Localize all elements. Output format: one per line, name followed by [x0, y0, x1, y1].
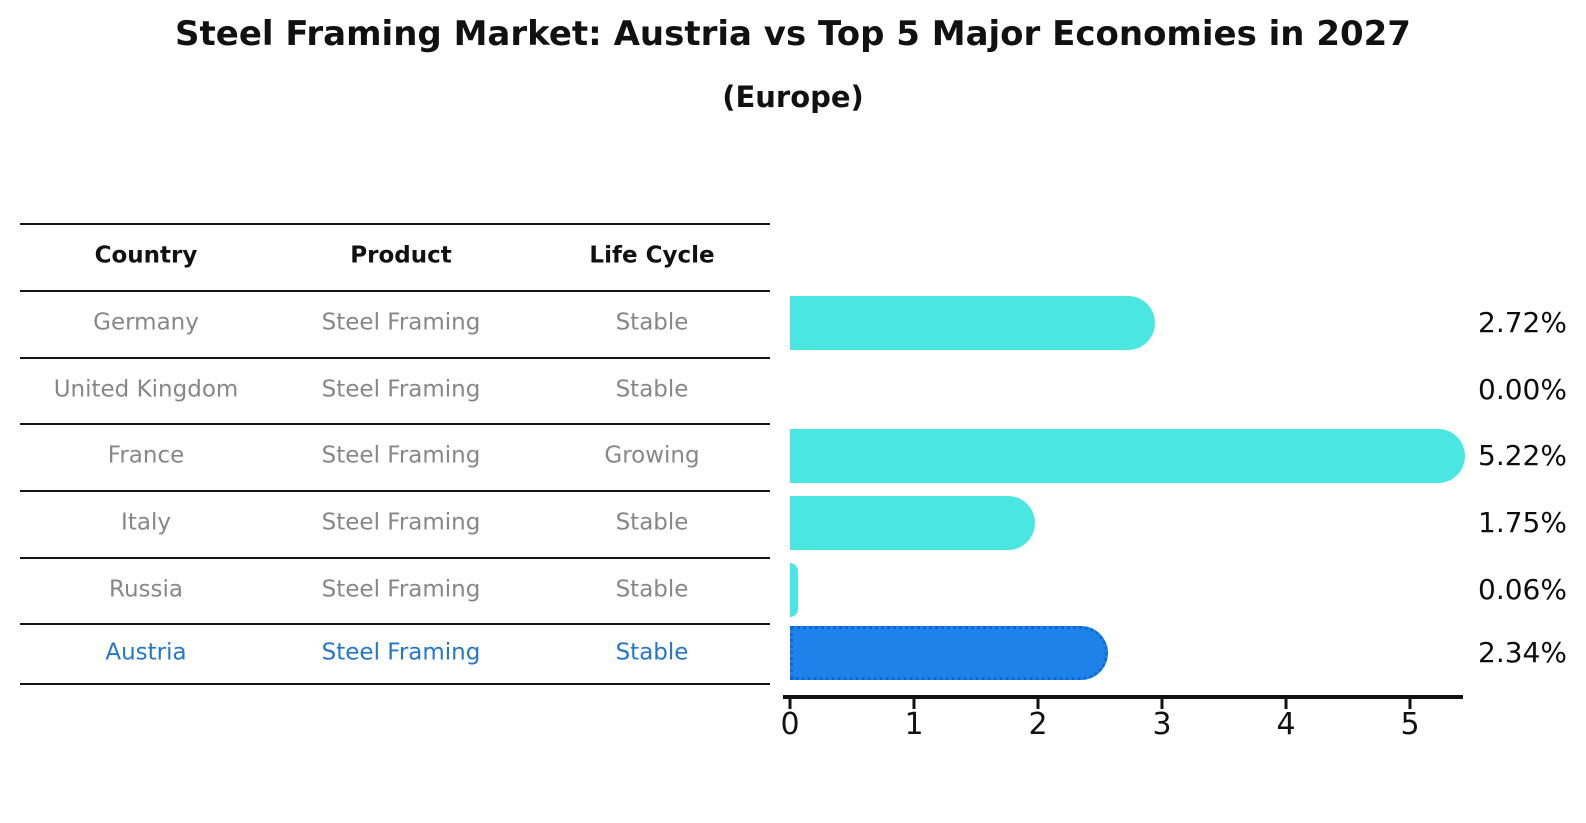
table-cell-product-united-kingdom: Steel Framing [321, 376, 481, 403]
table-cell-country-russia: Russia [109, 576, 183, 603]
table-cell-life-cycle-france: Growing [604, 442, 700, 469]
x-tick [1036, 699, 1040, 709]
table-cell-life-cycle-austria: Stable [615, 639, 689, 666]
value-label-france: 5.22% [1478, 439, 1567, 472]
x-tick-label: 2 [1028, 707, 1048, 742]
table-header-country: Country [94, 242, 198, 269]
table-cell-country-austria: Austria [105, 639, 187, 666]
table-divider [20, 223, 770, 225]
table-cell-life-cycle-germany: Stable [615, 309, 689, 336]
x-tick [1408, 699, 1412, 709]
table-divider [20, 683, 770, 685]
table-cell-country-united-kingdom: United Kingdom [53, 376, 239, 403]
value-label-italy: 1.75% [1478, 506, 1567, 539]
value-label-russia: 0.06% [1478, 573, 1567, 606]
x-tick [912, 699, 916, 709]
table-divider [20, 423, 770, 425]
table-cell-product-italy: Steel Framing [321, 509, 481, 536]
table-cell-life-cycle-russia: Stable [615, 576, 689, 603]
value-label-austria: 2.34% [1478, 636, 1567, 669]
table-divider [20, 290, 770, 292]
table-cell-country-france: France [107, 442, 185, 469]
table-header-product: Product [350, 242, 452, 269]
table-cell-country-germany: Germany [93, 309, 199, 336]
table-cell-life-cycle-united-kingdom: Stable [615, 376, 689, 403]
bar-france [790, 429, 1465, 483]
value-label-germany: 2.72% [1478, 306, 1567, 339]
table-divider [20, 557, 770, 559]
x-tick-label: 5 [1400, 707, 1420, 742]
x-tick [1284, 699, 1288, 709]
bar-italy [790, 496, 1035, 550]
x-tick-label: 0 [780, 707, 800, 742]
x-tick-label: 4 [1276, 707, 1296, 742]
table-cell-life-cycle-italy: Stable [615, 509, 689, 536]
bar-germany [790, 296, 1155, 350]
x-tick-label: 1 [904, 707, 924, 742]
table-divider [20, 623, 770, 625]
chart-subtitle: (Europe) [722, 80, 864, 114]
bar-austria [790, 626, 1108, 680]
x-tick [788, 699, 792, 709]
table-cell-product-russia: Steel Framing [321, 576, 481, 603]
table-cell-product-france: Steel Framing [321, 442, 481, 469]
table-header-life-cycle: Life Cycle [589, 242, 715, 269]
x-axis-line [783, 695, 1463, 699]
table-cell-country-italy: Italy [121, 509, 171, 536]
chart-title: Steel Framing Market: Austria vs Top 5 M… [175, 14, 1411, 54]
table-divider [20, 490, 770, 492]
table-cell-product-germany: Steel Framing [321, 309, 481, 336]
x-tick-label: 3 [1152, 707, 1172, 742]
x-tick [1160, 699, 1164, 709]
bar-russia [790, 563, 798, 617]
table-cell-product-austria: Steel Framing [321, 639, 481, 666]
value-label-united-kingdom: 0.00% [1478, 373, 1567, 406]
table-divider [20, 357, 770, 359]
